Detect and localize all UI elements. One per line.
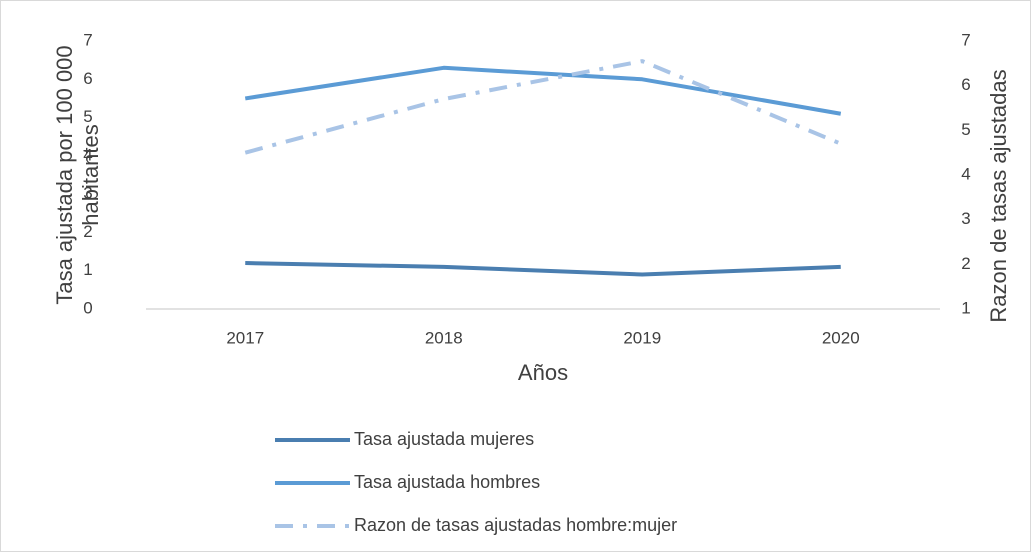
y-axis-label: habitantes — [78, 124, 103, 226]
y-tick-label: 1 — [83, 260, 92, 279]
y-axis-label: Tasa ajustada por 100 000 — [52, 45, 77, 304]
y2-tick-label: 6 — [961, 75, 970, 94]
y-tick-label: 3 — [83, 184, 92, 203]
y2-tick-label: 7 — [961, 30, 970, 49]
legend-label: Tasa ajustada hombres — [354, 472, 540, 492]
y2-tick-label: 4 — [961, 164, 970, 183]
series-line — [244, 65, 842, 116]
y2-tick-label: 5 — [961, 120, 970, 139]
y2-tick-label: 2 — [961, 254, 970, 273]
y-tick-label: 0 — [83, 298, 92, 317]
legend-label: Razon de tasas ajustadas hombre:mujer — [354, 515, 677, 535]
x-tick-label: 2020 — [822, 328, 860, 347]
y-tick-label: 2 — [83, 222, 92, 241]
series-line — [245, 261, 841, 277]
x-axis-label: Años — [518, 360, 568, 385]
y2-tick-label: 3 — [961, 209, 970, 228]
x-tick-label: 2017 — [226, 328, 264, 347]
y2-tick-label: 1 — [961, 298, 970, 317]
x-tick-label: 2019 — [623, 328, 661, 347]
x-tick-label: 2018 — [425, 328, 463, 347]
y-tick-label: 5 — [83, 107, 92, 126]
y-tick-label: 7 — [83, 30, 92, 49]
series-line — [244, 59, 842, 155]
y-tick-label: 4 — [83, 145, 92, 164]
y-tick-label: 6 — [83, 69, 92, 88]
y2-axis-label: Razon de tasas ajustadas — [986, 69, 1011, 322]
legend-label: Tasa ajustada mujeres — [354, 429, 534, 449]
